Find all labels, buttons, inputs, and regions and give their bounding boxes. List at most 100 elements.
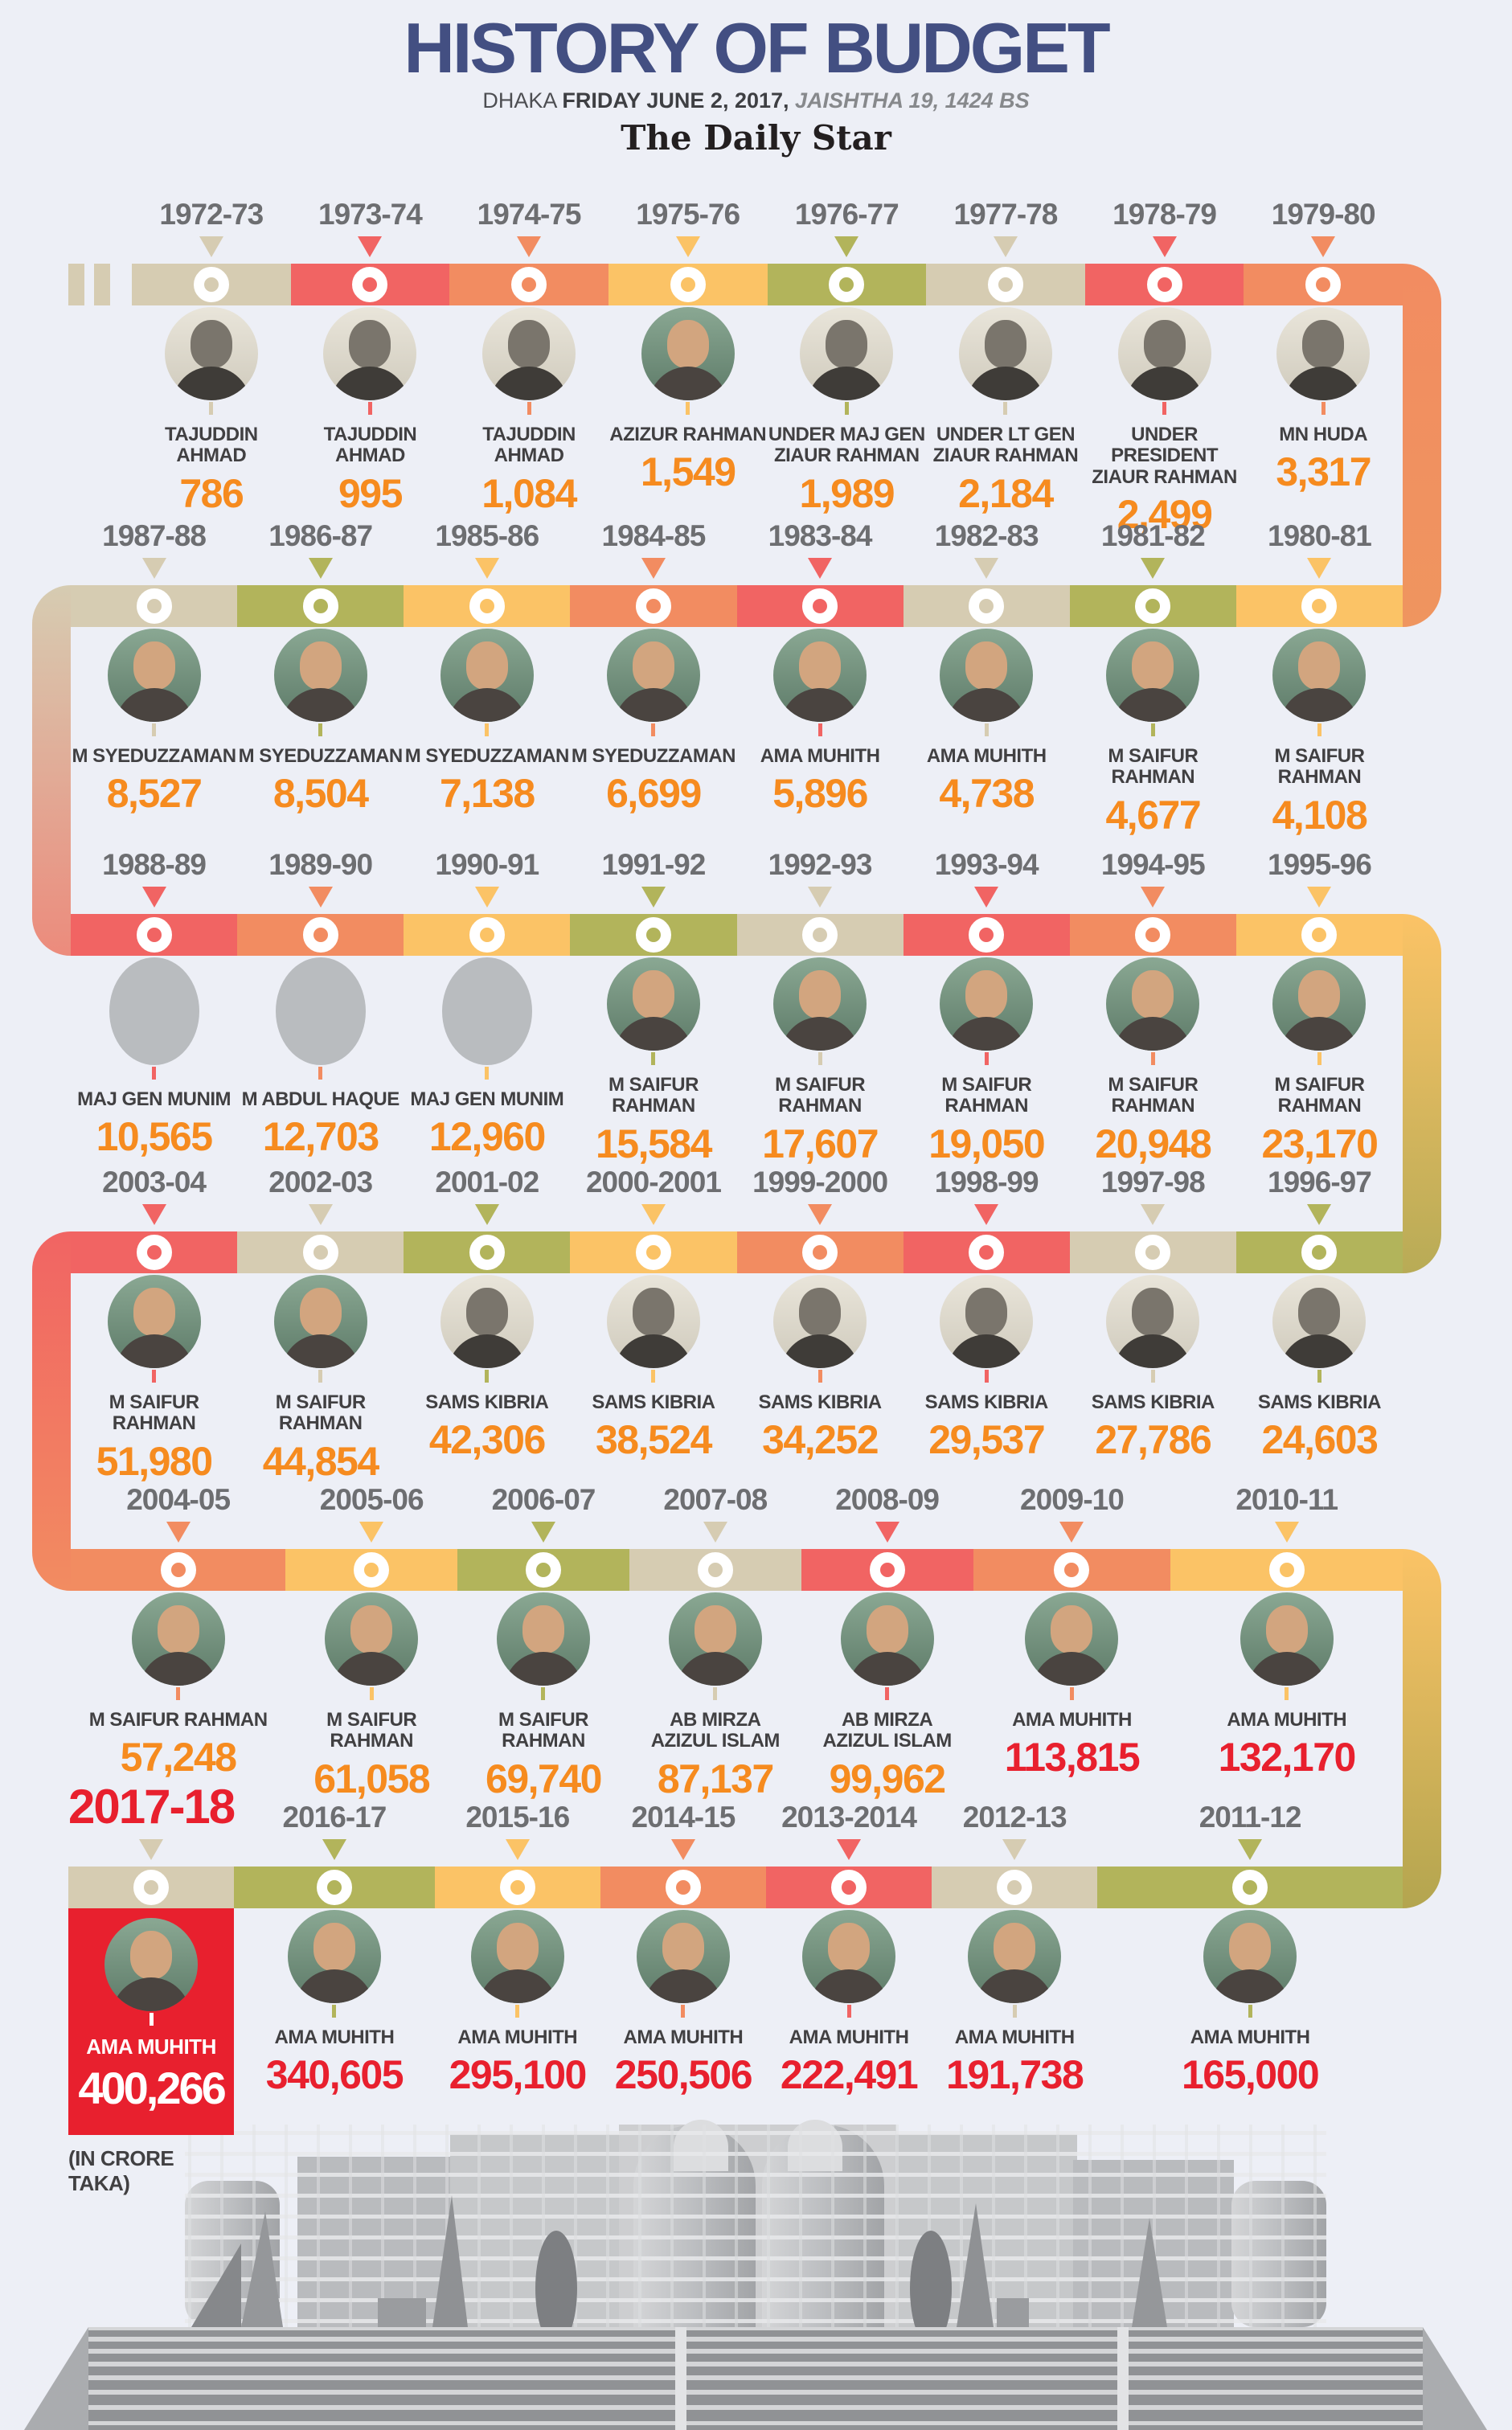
timeline-row-1: 1972-73 TAJUDDIN AHMAD 786 1973-74 TAJUD…	[132, 177, 1403, 538]
minister-name: SAMS KIBRIA	[1091, 1391, 1215, 1413]
year-arrow-icon	[974, 887, 999, 908]
budget-amount: 2,184	[958, 470, 1054, 516]
year-arrow-icon	[199, 236, 223, 257]
timeline-segment	[1097, 1867, 1403, 1908]
year-arrow-icon	[505, 1839, 530, 1860]
minister-name: M SAIFUR RAHMAN	[941, 1074, 1032, 1117]
entry-details: UNDER LT GEN ZIAUR RAHMAN 2,184	[933, 307, 1079, 517]
entry-details: M ABDUL HAQUE 12,703	[242, 957, 400, 1160]
minister-name: AMA MUHITH	[1190, 2026, 1310, 2048]
year-label: 1997-98	[1100, 1166, 1206, 1199]
timeline-segment	[903, 914, 1070, 956]
minister-photo	[940, 957, 1034, 1051]
timeline-entry: 2014-15 AMA MUHITH 250,506	[600, 1780, 766, 2098]
budget-amount: 20,948	[1095, 1121, 1211, 1166]
photo-stick	[541, 1687, 546, 1700]
minister-name: AZIZUR RAHMAN	[609, 424, 767, 445]
year-arrow-icon	[139, 1839, 164, 1860]
minister-photo	[1106, 629, 1200, 722]
entry-details: M SYEDUZZAMAN 7,138	[405, 629, 569, 817]
entry-details: M SAIFUR RAHMAN 17,607	[737, 957, 904, 1167]
minister-name: SAMS KIBRIA	[924, 1391, 1049, 1413]
year-arrow-icon	[993, 236, 1018, 257]
dateline: DHAKA FRIDAY JUNE 2, 2017, JAISHTHA 19, …	[0, 88, 1512, 113]
minister-name: SAMS KIBRIA	[592, 1391, 715, 1413]
minister-photo	[1117, 307, 1211, 400]
minister-name: M SAIFUR RAHMAN	[275, 1391, 367, 1435]
timeline-connector	[32, 585, 71, 956]
year-label: 1989-90	[268, 848, 373, 881]
timeline-node-icon	[635, 588, 671, 624]
budget-amount: 132,170	[1218, 1735, 1357, 1780]
entry-details: M SAIFUR RAHMAN 20,948	[1070, 957, 1236, 1167]
entry-details: TAJUDDIN AHMAD 786	[132, 307, 291, 517]
minister-photo	[1106, 1275, 1200, 1368]
year-arrow-icon	[359, 1522, 384, 1543]
timeline-entry: 2001-02 SAMS KIBRIA 42,306	[404, 1145, 571, 1463]
photo-stick	[318, 1067, 323, 1080]
minister-name: UNDER MAJ GEN ZIAUR RAHMAN	[768, 424, 925, 467]
timeline-segment	[237, 1231, 404, 1273]
budget-amount: 19,050	[928, 1121, 1045, 1166]
year-arrow-icon	[531, 1522, 555, 1543]
year-label: 1973-74	[318, 198, 423, 231]
timeline-entry: 1999-2000 SAMS KIBRIA 34,252	[736, 1145, 904, 1463]
year-arrow-icon	[308, 887, 333, 908]
photo-stick	[844, 402, 849, 415]
page-title: HISTORY OF BUDGET	[404, 8, 1110, 88]
timeline-entry: 2008-09 AB MIRZA AZIZUL ISLAM 99,962	[801, 1462, 973, 1802]
timeline-segment	[767, 264, 927, 305]
photo-stick	[1150, 723, 1155, 736]
timeline-row-6: 2017-18 AMA MUHITH 400,266 (IN CRORE TAK…	[68, 1780, 1403, 2196]
minister-photo	[773, 957, 867, 1051]
year-arrow-icon	[808, 1204, 833, 1225]
timeline-segment	[903, 585, 1070, 627]
budget-amount: 29,537	[928, 1417, 1045, 1463]
budget-amount: 15,584	[595, 1121, 712, 1166]
photo-stick	[318, 1370, 323, 1383]
photo-stick	[1003, 402, 1008, 415]
year-arrow-icon	[1152, 236, 1177, 257]
timeline-node-icon	[802, 1235, 838, 1270]
entry-details: MN HUDA 3,317	[1276, 307, 1371, 495]
budget-amount: 34,252	[762, 1417, 879, 1463]
year-label: 2006-07	[491, 1483, 596, 1516]
entry-details: MAJ GEN MUNIM 12,960	[410, 957, 564, 1160]
minister-photo	[1203, 1910, 1297, 2003]
budget-amount: 7,138	[440, 771, 535, 817]
minister-photo	[482, 307, 576, 400]
minister-photo	[958, 307, 1052, 400]
minister-photo	[440, 1275, 534, 1368]
year-label: 1984-85	[601, 519, 707, 552]
timeline-node-icon	[1146, 267, 1182, 302]
photo-stick	[485, 1067, 490, 1080]
entry-details: M SAIFUR RAHMAN 69,740	[457, 1592, 629, 1802]
entry-details: M SAIFUR RAHMAN 57,248	[89, 1592, 268, 1780]
minister-name: M SAIFUR RAHMAN	[1108, 1074, 1199, 1117]
minister-photo	[800, 307, 894, 400]
minister-name: TAJUDDIN AHMAD	[323, 424, 417, 467]
year-label: 1991-92	[601, 848, 707, 881]
minister-name: AMA MUHITH	[760, 745, 880, 767]
timeline-segment	[1235, 585, 1403, 627]
entry-details: AMA MUHITH 340,605	[266, 1910, 404, 2098]
minister-photo	[636, 1910, 730, 2003]
timeline-segment	[68, 1867, 235, 1908]
year-label: 1972-73	[159, 198, 264, 231]
entry-details: M SAIFUR RAHMAN 44,854	[237, 1275, 404, 1485]
entry-details: M SAIFUR RAHMAN 19,050	[904, 957, 1070, 1167]
timeline-segment	[629, 1549, 801, 1591]
budget-amount: 1,989	[799, 470, 895, 516]
timeline-entry: 2009-10 AMA MUHITH 113,815	[973, 1462, 1171, 1780]
minister-photo	[840, 1592, 934, 1686]
photo-stick	[1150, 1370, 1155, 1383]
year-arrow-icon	[837, 1839, 862, 1860]
budget-amount: 786	[179, 470, 244, 516]
timeline-node-icon	[987, 267, 1023, 302]
minister-photo	[109, 957, 199, 1065]
entry-details: SAMS KIBRIA 38,524	[592, 1275, 715, 1463]
budget-amount: 5,896	[772, 771, 868, 817]
timeline-segment	[1069, 585, 1236, 627]
timeline-segment	[570, 914, 737, 956]
entry-details: AMA MUHITH 165,000	[1182, 1910, 1320, 2098]
